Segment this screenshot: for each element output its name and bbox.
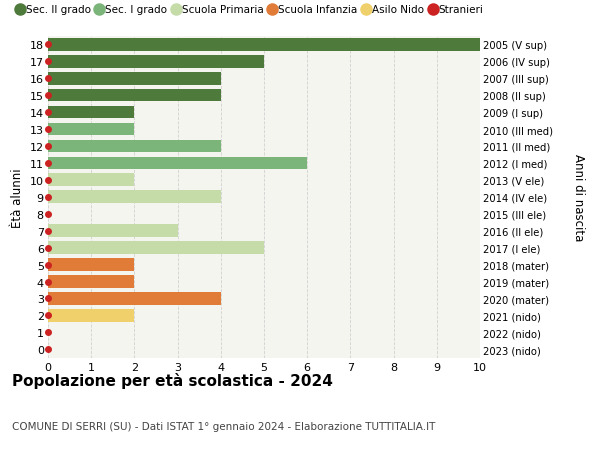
Bar <box>48 191 221 204</box>
Bar <box>48 73 221 85</box>
Bar <box>48 90 221 102</box>
Bar <box>48 292 221 305</box>
Bar <box>48 140 221 153</box>
Y-axis label: Anni di nascita: Anni di nascita <box>572 154 585 241</box>
Bar <box>48 225 178 237</box>
Bar <box>48 174 134 187</box>
Y-axis label: Ètà alunni: Ètà alunni <box>11 168 24 227</box>
Bar <box>48 106 134 119</box>
Bar <box>48 259 134 271</box>
Bar <box>48 242 264 254</box>
Bar <box>48 123 134 136</box>
Bar <box>48 275 134 288</box>
Bar <box>48 157 307 170</box>
Text: Popolazione per età scolastica - 2024: Popolazione per età scolastica - 2024 <box>12 372 333 388</box>
Bar <box>48 309 134 322</box>
Bar <box>48 39 480 51</box>
Bar <box>48 56 264 68</box>
Text: COMUNE DI SERRI (SU) - Dati ISTAT 1° gennaio 2024 - Elaborazione TUTTITALIA.IT: COMUNE DI SERRI (SU) - Dati ISTAT 1° gen… <box>12 421 436 431</box>
Legend: Sec. II grado, Sec. I grado, Scuola Primaria, Scuola Infanzia, Asilo Nido, Stran: Sec. II grado, Sec. I grado, Scuola Prim… <box>17 5 484 15</box>
